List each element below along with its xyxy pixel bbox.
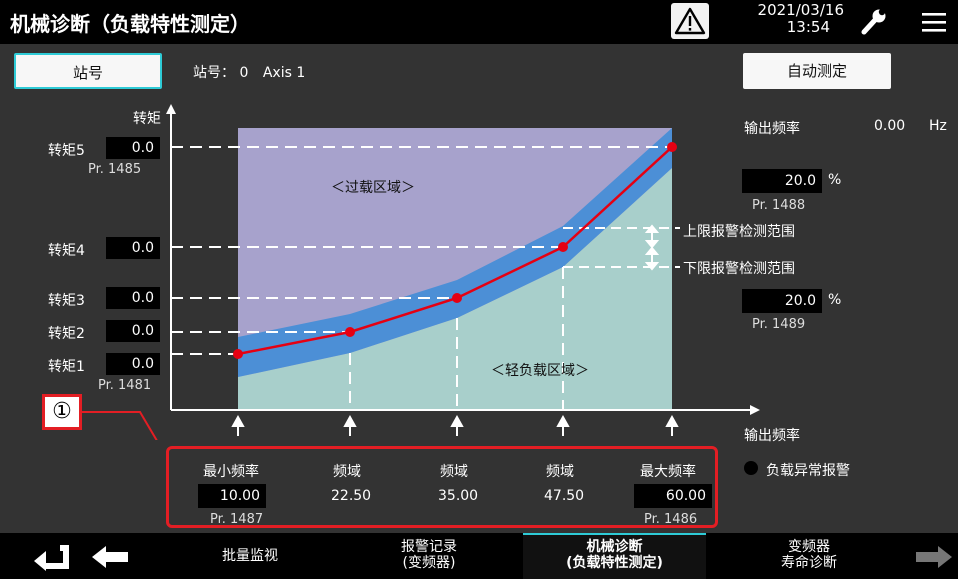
lower-limit-label: 下限报警检测范围 xyxy=(683,261,795,277)
frequency-guides xyxy=(349,267,564,410)
band2-value: 22.50 xyxy=(331,488,372,504)
curve-point-2 xyxy=(345,327,355,337)
band2-label: 频域 xyxy=(333,464,361,480)
torque-axis-label: 转矩 xyxy=(133,111,161,127)
band4-label: 频域 xyxy=(546,464,574,480)
back-button[interactable] xyxy=(88,542,132,572)
torque4-label: 转矩4 xyxy=(48,243,85,259)
torque5-param: Pr. 1485 xyxy=(88,162,142,177)
axis-name: Axis 1 xyxy=(262,65,306,81)
tolerance-band xyxy=(238,128,672,377)
torque1-param: Pr. 1481 xyxy=(98,378,152,393)
load-characteristic-chart xyxy=(82,104,760,440)
torque1-label: 转矩1 xyxy=(48,359,85,375)
marker-connector xyxy=(82,411,158,440)
station-button[interactable]: 站号 xyxy=(14,53,162,89)
nav-life-diagnosis[interactable]: 变频器 寿命诊断 xyxy=(754,539,864,571)
upper-limit-param: Pr. 1488 xyxy=(752,198,806,213)
forward-button[interactable] xyxy=(912,542,956,572)
nav-active-indicator xyxy=(523,533,706,579)
x-axis-arrow xyxy=(750,405,760,415)
y-axis-arrow xyxy=(166,104,176,114)
max-frequency-label: 最大频率 xyxy=(640,464,696,480)
band3-value: 35.00 xyxy=(438,488,479,504)
frequency-setting-box xyxy=(166,446,718,528)
station-info: 站号： 0 Axis 1 xyxy=(193,62,305,82)
title-bar xyxy=(0,0,958,44)
return-button[interactable] xyxy=(30,542,74,572)
nav-mech-diag-line1: 机械诊断 xyxy=(586,539,643,555)
band3-label: 频域 xyxy=(440,464,468,480)
callout-marker: ① xyxy=(42,394,82,430)
alarm-label: 负载异常报警 xyxy=(766,463,850,479)
bottom-navigation xyxy=(0,533,958,579)
alarm-indicator xyxy=(744,461,758,475)
max-frequency-param: Pr. 1486 xyxy=(644,512,698,527)
output-frequency-value: 0.00 xyxy=(874,118,906,134)
settings-button[interactable] xyxy=(858,8,888,36)
datetime: 2021/03/16 13:54 xyxy=(724,2,844,36)
lower-limit-param: Pr. 1489 xyxy=(752,317,806,332)
auto-measure-button[interactable]: 自动测定 xyxy=(743,53,891,89)
warning-icon xyxy=(674,7,706,35)
output-frequency-label: 输出频率 xyxy=(744,121,800,137)
station-info-label: 站号： xyxy=(193,65,235,81)
curve-point-4 xyxy=(558,242,568,252)
x-axis-label: 输出频率 xyxy=(744,428,800,444)
min-frequency-value[interactable]: 10.00 xyxy=(198,484,266,508)
max-frequency-value[interactable]: 60.00 xyxy=(634,484,712,508)
arrow-left-icon xyxy=(92,546,128,568)
nav-alarm-record[interactable]: 报警记录 (变频器) xyxy=(364,539,494,571)
nav-alarm-record-line2: (变频器) xyxy=(402,555,456,571)
curve-point-5 xyxy=(667,142,677,152)
min-frequency-param: Pr. 1487 xyxy=(210,512,264,527)
torque5-value[interactable]: 0.0 xyxy=(106,137,160,159)
torque5-label: 转矩5 xyxy=(48,143,85,159)
hamburger-menu-icon xyxy=(922,13,946,32)
time-text: 13:54 xyxy=(786,18,830,36)
page-title: 机械诊断（负载特性测定） xyxy=(10,12,250,36)
torque3-label: 转矩3 xyxy=(48,293,85,309)
nav-mech-diag-line2: (负载特性测定) xyxy=(566,555,663,571)
torque2-value[interactable]: 0.0 xyxy=(106,320,160,342)
curve-points xyxy=(233,142,677,359)
min-frequency-label: 最小频率 xyxy=(203,464,259,480)
nav-alarm-record-line1: 报警记录 xyxy=(401,539,457,555)
light-load-region-label: ＜轻负载区域＞ xyxy=(491,363,589,379)
nav-batch-monitor[interactable]: 批量监视 xyxy=(222,548,278,564)
limit-range-arrows xyxy=(644,224,660,271)
torque3-value[interactable]: 0.0 xyxy=(106,287,160,309)
lower-limit-value[interactable]: 20.0 xyxy=(742,289,822,313)
torque2-label: 转矩2 xyxy=(48,326,85,342)
torque-guides xyxy=(171,146,672,355)
upper-limit-unit: % xyxy=(828,172,842,188)
overload-region-label: ＜过载区域＞ xyxy=(331,180,415,196)
frequency-arrows xyxy=(231,414,679,436)
upper-limit-value[interactable]: 20.0 xyxy=(742,169,822,193)
nav-mechanical-diagnosis[interactable]: 机械诊断 (负载特性测定) xyxy=(523,539,706,571)
station-number: 0 xyxy=(239,65,249,81)
return-icon xyxy=(34,545,69,571)
menu-button[interactable] xyxy=(920,11,948,33)
curve-point-1 xyxy=(233,349,243,359)
arrow-right-icon xyxy=(916,546,952,568)
torque1-value[interactable]: 0.0 xyxy=(106,353,160,375)
output-frequency-unit: Hz xyxy=(929,118,947,134)
curve-point-3 xyxy=(452,293,462,303)
wrench-icon xyxy=(861,8,886,35)
band4-value: 47.50 xyxy=(544,488,585,504)
date-text: 2021/03/16 xyxy=(757,1,844,19)
nav-life-diag-line1: 变频器 xyxy=(788,539,830,555)
upper-limit-label: 上限报警检测范围 xyxy=(683,224,795,240)
torque4-value[interactable]: 0.0 xyxy=(106,237,160,259)
lower-limit-unit: % xyxy=(828,292,842,308)
warning-button[interactable] xyxy=(671,3,709,39)
nav-life-diag-line2: 寿命诊断 xyxy=(781,555,837,571)
